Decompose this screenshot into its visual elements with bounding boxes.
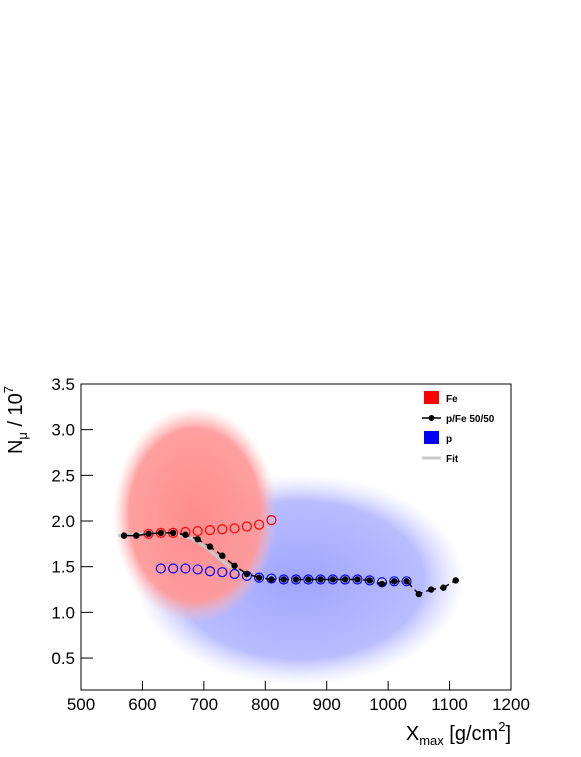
y-axis-label: Nμ / 107 xyxy=(1,386,30,454)
profile-point xyxy=(204,566,216,577)
mix-point xyxy=(120,532,128,539)
y-label-sub: μ xyxy=(15,432,30,440)
mix-point xyxy=(317,576,324,583)
mix-point xyxy=(243,570,251,578)
y-tick-label: 1.5 xyxy=(51,558,75,577)
profile-point xyxy=(254,572,265,583)
mix-point xyxy=(268,576,275,583)
legend-swatch-dot xyxy=(428,415,435,421)
y-label-base: N xyxy=(5,440,27,454)
mix-point xyxy=(341,576,349,583)
mix-point xyxy=(305,576,312,583)
y-tick-label: 0.5 xyxy=(51,649,75,668)
x-tick-label: 700 xyxy=(190,695,218,714)
fe-cloud xyxy=(113,407,277,623)
x-tick-label: 900 xyxy=(313,695,341,714)
profile-point xyxy=(401,576,412,587)
profile-point xyxy=(266,515,277,526)
mix-point xyxy=(329,576,337,583)
plot-frame xyxy=(80,383,512,691)
mix-point xyxy=(440,584,447,591)
y-tick-label: 2.0 xyxy=(51,512,75,531)
y-tick-label: 2.5 xyxy=(51,466,75,485)
profile-point xyxy=(155,563,166,574)
profile-point xyxy=(180,563,191,574)
density-clouds xyxy=(113,407,465,685)
x-label-sup: 2 xyxy=(498,719,505,734)
legend-label: p xyxy=(446,434,452,445)
y-tick-label: 3.0 xyxy=(51,421,75,440)
y-tick-label: 3.5 xyxy=(51,375,75,394)
mix-point xyxy=(354,576,361,583)
y-label-sup: 7 xyxy=(1,386,16,393)
x-label-base: X xyxy=(406,723,419,745)
profile-point xyxy=(229,523,240,534)
mix-point xyxy=(145,530,152,538)
legend-label: p/Fe 50/50 xyxy=(446,414,495,425)
x-tick-label: 1000 xyxy=(369,695,407,714)
x-label-sub: max xyxy=(419,733,444,748)
profile-point xyxy=(168,563,179,574)
mix-point xyxy=(366,577,373,584)
mix-point xyxy=(427,586,435,593)
x-tick-label: 1100 xyxy=(431,695,468,714)
profile-point xyxy=(192,525,203,537)
mix-point xyxy=(255,574,263,581)
mix-point xyxy=(169,529,177,537)
profile-point xyxy=(229,568,240,580)
y-label-rest: / 10 xyxy=(5,393,27,432)
mix-point xyxy=(157,529,165,537)
mix-point xyxy=(206,543,214,550)
y-tick-label: 1.0 xyxy=(51,603,75,622)
mix-point xyxy=(219,552,226,559)
legend-swatch xyxy=(424,431,439,444)
mix-point xyxy=(292,576,300,583)
mix-point xyxy=(403,578,410,585)
profile-point xyxy=(241,521,252,532)
x-axis-label: Xmax [g/cm2] xyxy=(406,719,511,748)
mix-point xyxy=(194,536,201,543)
mix-point xyxy=(452,577,459,584)
profile-point xyxy=(217,524,228,535)
x-tick-label: 500 xyxy=(67,695,95,714)
mix-point xyxy=(231,562,238,569)
x-tick-label: 600 xyxy=(128,695,156,714)
profile-point xyxy=(204,525,216,536)
x-tick-label: 800 xyxy=(251,695,279,714)
mix-point xyxy=(378,580,386,588)
mix-point xyxy=(391,578,398,585)
x-tick-label: 1200 xyxy=(492,695,530,714)
mix-point xyxy=(415,590,423,598)
x-label-rest: [g/cm xyxy=(444,723,498,745)
x-label-end: ] xyxy=(505,723,511,745)
profile-point xyxy=(192,564,203,575)
mix-point xyxy=(182,531,189,538)
legend-label: Fe xyxy=(446,394,458,405)
mix-point xyxy=(133,532,140,539)
legend-swatch xyxy=(424,391,439,404)
mix-point xyxy=(280,576,287,583)
legend-label: Fit xyxy=(446,454,459,465)
profile-point xyxy=(217,567,228,578)
profile-point xyxy=(254,519,265,530)
